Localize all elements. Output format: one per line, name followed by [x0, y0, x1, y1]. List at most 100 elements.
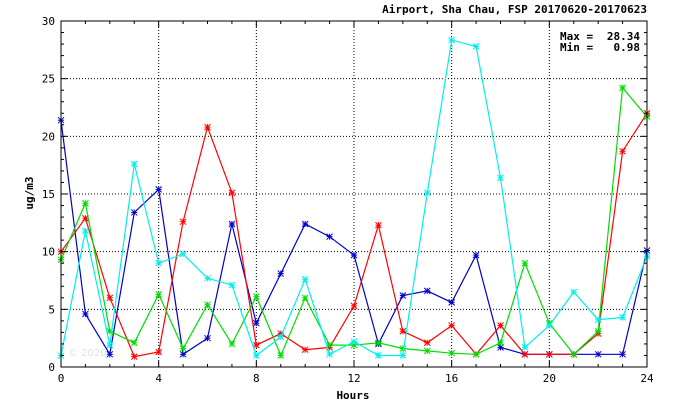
data-point: [497, 339, 504, 347]
data-point: [204, 301, 211, 309]
data-point: [521, 350, 529, 358]
data-point: [252, 293, 260, 301]
data-point: [423, 339, 431, 347]
min-label: Min =: [560, 41, 593, 54]
data-point: [399, 352, 407, 359]
series-3: [57, 84, 651, 359]
data-point: [423, 189, 431, 197]
x-tick-label: 16: [445, 372, 458, 385]
x-tick-label: 12: [347, 372, 360, 385]
data-point: [594, 350, 602, 358]
x-tick-label: 8: [253, 372, 260, 385]
data-point: [350, 251, 358, 259]
data-point: [228, 220, 236, 228]
y-tick-label: 0: [48, 361, 55, 374]
series-2: [57, 109, 651, 360]
data-point: [228, 189, 236, 197]
data-point: [130, 160, 138, 168]
data-point: [497, 174, 504, 182]
max-value: 28.34: [607, 30, 640, 43]
data-point: [375, 339, 382, 347]
data-point: [82, 227, 89, 235]
data-point: [472, 43, 480, 50]
data-point: [423, 347, 431, 355]
data-point: [130, 209, 138, 216]
data-point: [301, 294, 309, 302]
data-point: [399, 345, 407, 352]
grid: [61, 21, 647, 367]
data-point: [155, 290, 163, 298]
x-tick-label: 0: [58, 372, 65, 385]
data-point: [448, 322, 456, 329]
data-point: [350, 302, 358, 310]
data-point: [448, 349, 456, 357]
x-tick-label: 20: [543, 372, 556, 385]
ticks: [60, 20, 648, 368]
data-point: [301, 275, 309, 283]
data-point: [619, 350, 626, 358]
data-point: [277, 352, 285, 359]
data-point: [619, 147, 626, 155]
data-point: [619, 84, 626, 92]
x-tick-label: 4: [155, 372, 162, 385]
y-tick-label: 30: [42, 15, 55, 28]
data-point: [448, 36, 456, 44]
chart-title: Airport, Sha Chau, FSP 20170620-20170623: [382, 3, 647, 16]
y-tick-label: 25: [42, 73, 55, 86]
tick-labels: 0 4 8 12 16 20 24 0 5 10 15 20 25 30: [42, 15, 654, 385]
max-label: Max =: [560, 30, 593, 43]
data-point: [570, 350, 578, 358]
series-group: [57, 36, 651, 360]
data-point: [130, 339, 138, 347]
data-point: [179, 345, 187, 352]
data-point: [82, 214, 89, 222]
data-point: [399, 327, 407, 335]
series-4: [57, 36, 651, 360]
watermark-text: © 2020 ...: [68, 348, 119, 359]
data-point: [252, 352, 260, 359]
watermark: © 2020 ...: [68, 348, 119, 359]
data-point: [521, 344, 529, 351]
data-point: [423, 287, 431, 295]
data-point: [301, 220, 309, 228]
data-point: [301, 346, 309, 354]
data-point: [252, 341, 260, 349]
data-point: [375, 352, 382, 359]
data-point: [106, 294, 114, 302]
data-point: [545, 322, 553, 329]
data-point: [472, 251, 480, 259]
data-point: [277, 270, 285, 277]
y-tick-label: 10: [42, 246, 55, 259]
data-point: [130, 353, 138, 360]
data-point: [106, 341, 114, 349]
data-point: [82, 310, 89, 318]
data-point: [179, 250, 187, 258]
data-point: [277, 333, 285, 341]
data-point: [228, 281, 236, 289]
data-point: [521, 259, 529, 267]
data-point: [252, 319, 260, 327]
data-point: [155, 186, 163, 193]
data-point: [326, 350, 333, 358]
data-point: [619, 314, 626, 321]
data-point: [399, 292, 407, 299]
y-tick-label: 20: [42, 130, 55, 143]
data-point: [204, 123, 211, 131]
data-point: [106, 350, 114, 358]
data-point: [326, 233, 333, 241]
y-tick-label: 5: [48, 303, 55, 316]
data-point: [155, 259, 163, 267]
data-point: [545, 350, 553, 358]
data-point: [204, 334, 211, 342]
data-point: [570, 288, 578, 296]
data-point: [204, 274, 211, 282]
stats-box: Max = 28.34 Min = 0.98: [560, 30, 640, 54]
data-point: [448, 299, 456, 306]
data-point: [228, 340, 236, 348]
data-point: [594, 316, 602, 324]
y-axis-title: ug/m3: [23, 176, 36, 209]
data-point: [350, 338, 358, 345]
x-axis-title: Hours: [336, 389, 369, 402]
data-point: [594, 327, 602, 335]
